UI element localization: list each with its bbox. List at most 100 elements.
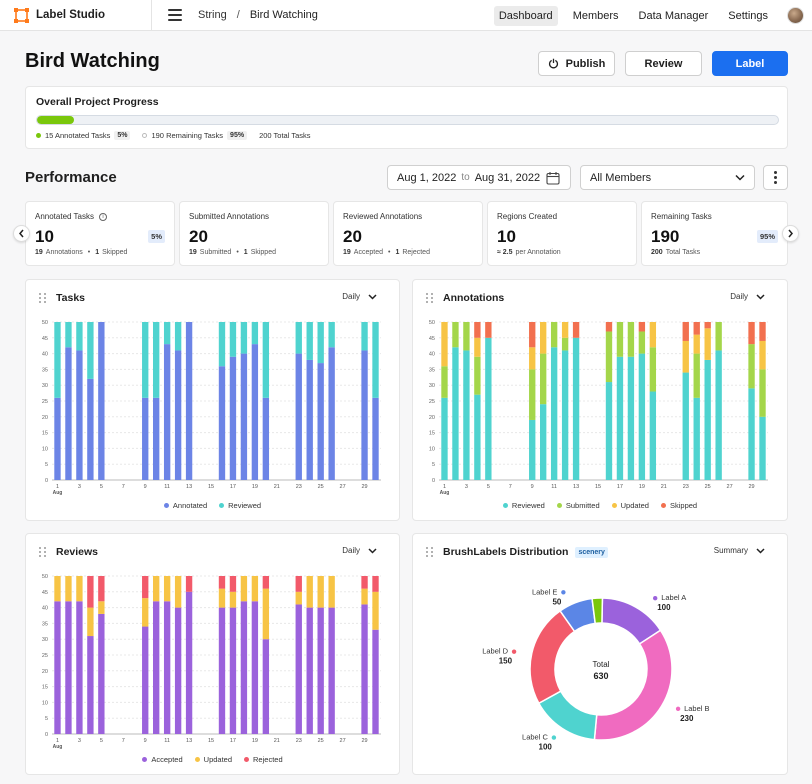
- bar-segment: [561, 350, 569, 480]
- bar-segment: [98, 576, 105, 602]
- remaining-pct: 95%: [227, 131, 248, 140]
- x-tick-label: 3: [465, 484, 468, 490]
- bar-segment: [748, 322, 755, 345]
- bar-segment: [616, 322, 624, 357]
- app-logo[interactable]: Label Studio: [14, 0, 152, 31]
- more-options-button[interactable]: [763, 165, 788, 190]
- bar-segment: [54, 322, 61, 398]
- granularity-select[interactable]: Daily: [342, 546, 377, 555]
- bar-segment: [361, 322, 368, 351]
- chevron-down-icon: [756, 293, 765, 300]
- bar-segment: [704, 322, 711, 329]
- breadcrumb-project[interactable]: Bird Watching: [249, 9, 318, 21]
- nav-members[interactable]: Members: [572, 9, 619, 22]
- metric-badge: 5%: [148, 230, 165, 243]
- metric-submitted-annotations: Submitted Annotations 20 19 Submitted • 1 Sk…: [179, 201, 329, 266]
- chart-title-text: BrushLabels Distribution: [443, 546, 569, 558]
- avatar[interactable]: [787, 7, 804, 24]
- legend-label: Accepted: [151, 755, 183, 764]
- y-tick-label: 35: [42, 367, 48, 373]
- chevron-right-icon: [788, 229, 793, 238]
- granularity-select[interactable]: Daily: [342, 292, 377, 301]
- bar-segment: [682, 372, 689, 480]
- remaining-dot: [142, 133, 148, 138]
- bar-segment: [616, 356, 624, 480]
- drag-handle-icon[interactable]: [39, 293, 47, 304]
- bar-segment: [452, 347, 459, 480]
- slice-value: 150: [499, 657, 513, 666]
- scroll-right-button[interactable]: [782, 225, 799, 242]
- legend-item[interactable]: Annotated: [163, 501, 208, 510]
- bar-segment: [759, 369, 766, 417]
- granularity-value: Daily: [342, 292, 360, 301]
- menu-icon[interactable]: [168, 9, 182, 21]
- granularity-value: Daily: [342, 546, 360, 555]
- legend-item[interactable]: Updated: [194, 755, 232, 764]
- y-tick-label: 25: [42, 653, 48, 659]
- bar-segment: [529, 419, 536, 480]
- info-icon[interactable]: i: [99, 212, 108, 221]
- date-range-picker[interactable]: Aug 1, 2022 to Aug 31, 2022: [387, 165, 571, 190]
- chart-title: BrushLabels Distribution scenery: [443, 546, 608, 558]
- metric-sub: 200 Total Tasks: [651, 249, 700, 256]
- bar-segment: [463, 322, 470, 351]
- bar-segment: [218, 588, 226, 608]
- legend-dot: [163, 503, 169, 508]
- annotated-label: 15 Annotated Tasks: [45, 131, 111, 140]
- legend-item[interactable]: Reviewed: [219, 501, 261, 510]
- reviews-chart-card: 0 5 10 15 20 25 30 35 40 45 50 1 3 5 7 9 11 13 15 17 19 21 23 2…: [25, 533, 400, 775]
- nav-dashboard[interactable]: Dashboard: [493, 5, 558, 26]
- legend-item[interactable]: Rejected: [244, 755, 283, 764]
- bar-segment: [229, 576, 237, 592]
- y-tick-label: 0: [432, 478, 435, 484]
- bar-segment: [295, 353, 302, 480]
- nav-settings[interactable]: Settings: [728, 9, 768, 22]
- bar-segment: [87, 576, 94, 608]
- page-title: Bird Watching: [25, 50, 160, 72]
- breadcrumb-separator: /: [236, 9, 240, 21]
- metric-sub2: Skipped: [250, 249, 276, 256]
- mode-select[interactable]: Summary: [714, 546, 765, 555]
- progress-title: Overall Project Progress: [36, 96, 159, 108]
- legend-item[interactable]: Accepted: [142, 755, 183, 764]
- x-sub-label: Aug: [53, 744, 63, 750]
- bar-segment: [441, 397, 448, 480]
- legend-item[interactable]: Reviewed: [502, 501, 545, 510]
- legend-item[interactable]: Updated: [611, 501, 649, 510]
- x-tick-label: 7: [509, 484, 512, 490]
- metric-annotated-tasks: Annotated Tasks i 10 5% 19 Annotations • 1 Sk…: [25, 201, 175, 266]
- members-select[interactable]: All Members: [580, 165, 755, 190]
- scroll-left-button[interactable]: [13, 225, 30, 242]
- review-button[interactable]: Review: [625, 51, 702, 76]
- label-button[interactable]: Label: [712, 51, 788, 76]
- breadcrumb-workspace[interactable]: String: [198, 9, 227, 21]
- donut-slice: [529, 609, 576, 705]
- label-dot: [652, 595, 658, 601]
- drag-handle-icon[interactable]: [426, 547, 434, 558]
- x-sub-label: Aug: [53, 490, 63, 496]
- publish-button[interactable]: Publish: [538, 51, 615, 76]
- drag-handle-icon[interactable]: [426, 293, 434, 304]
- annotations-chart-card: 0 5 10 15 20 25 30 35 40 45 50 1 3 5 7 9 11 13 15 17 19 21 23 2…: [412, 279, 788, 521]
- y-tick-label: 50: [42, 574, 48, 580]
- progress-total: 200 Total Tasks: [259, 131, 310, 140]
- x-tick-label: 17: [230, 738, 236, 744]
- bar-segment: [251, 344, 259, 480]
- drag-handle-icon[interactable]: [39, 547, 47, 558]
- legend-dot: [611, 503, 617, 508]
- legend-label: Annotated: [172, 501, 208, 510]
- label-studio-logo-icon: [14, 7, 29, 23]
- metric-label-text: Annotated Tasks: [35, 212, 95, 221]
- nav-data-manager[interactable]: Data Manager: [638, 9, 709, 22]
- bar-segment: [638, 353, 646, 480]
- granularity-select[interactable]: Daily: [730, 292, 765, 301]
- bar-segment: [98, 601, 105, 614]
- slice-value: 100: [539, 743, 553, 752]
- legend-item[interactable]: Submitted: [556, 501, 600, 510]
- y-tick-label: 35: [42, 621, 48, 627]
- y-tick-label: 10: [42, 446, 48, 452]
- metric-sub: 19 Annotations • 1 Skipped: [35, 249, 128, 256]
- bar-segment: [372, 322, 379, 398]
- legend-item[interactable]: Skipped: [660, 501, 697, 510]
- slice-value: 50: [552, 597, 561, 606]
